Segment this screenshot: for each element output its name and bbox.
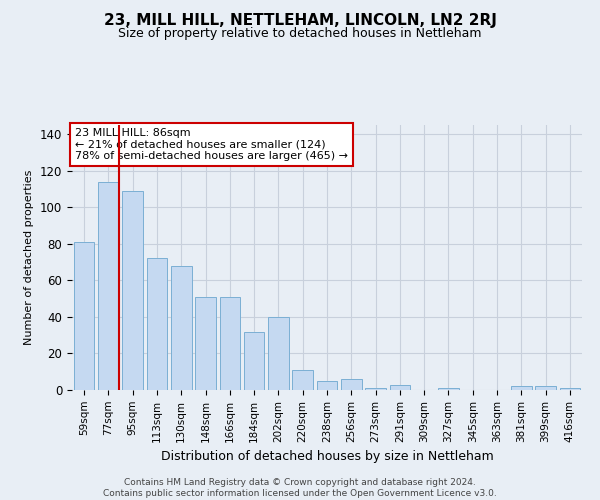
- X-axis label: Distribution of detached houses by size in Nettleham: Distribution of detached houses by size …: [161, 450, 493, 463]
- Bar: [560, 388, 580, 390]
- Bar: [122, 191, 143, 390]
- Text: 23, MILL HILL, NETTLEHAM, LINCOLN, LN2 2RJ: 23, MILL HILL, NETTLEHAM, LINCOLN, LN2 2…: [104, 12, 496, 28]
- Bar: [146, 258, 167, 390]
- Y-axis label: Number of detached properties: Number of detached properties: [25, 170, 34, 345]
- Text: 23 MILL HILL: 86sqm
← 21% of detached houses are smaller (124)
78% of semi-detac: 23 MILL HILL: 86sqm ← 21% of detached ho…: [74, 128, 347, 161]
- Bar: [317, 381, 337, 390]
- Text: Contains HM Land Registry data © Crown copyright and database right 2024.
Contai: Contains HM Land Registry data © Crown c…: [103, 478, 497, 498]
- Bar: [74, 242, 94, 390]
- Bar: [292, 370, 313, 390]
- Bar: [195, 297, 216, 390]
- Bar: [438, 388, 459, 390]
- Bar: [535, 386, 556, 390]
- Bar: [341, 379, 362, 390]
- Bar: [171, 266, 191, 390]
- Bar: [244, 332, 265, 390]
- Bar: [389, 384, 410, 390]
- Text: Size of property relative to detached houses in Nettleham: Size of property relative to detached ho…: [118, 28, 482, 40]
- Bar: [220, 297, 240, 390]
- Bar: [268, 317, 289, 390]
- Bar: [511, 386, 532, 390]
- Bar: [365, 388, 386, 390]
- Bar: [98, 182, 119, 390]
